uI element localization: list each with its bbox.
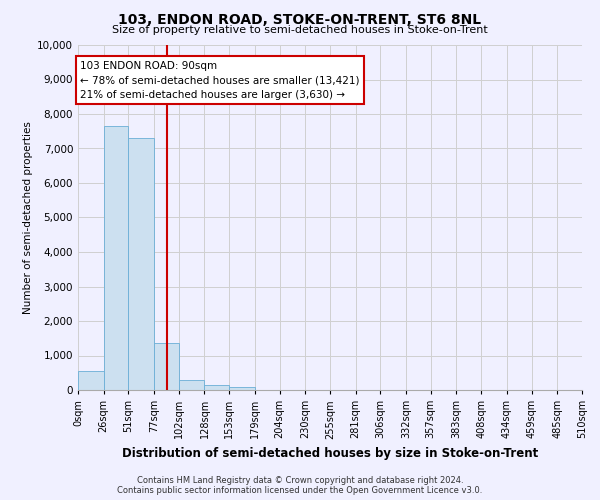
Bar	[154, 344, 179, 390]
Bar	[128, 138, 154, 390]
Bar	[229, 387, 255, 390]
X-axis label: Distribution of semi-detached houses by size in Stoke-on-Trent: Distribution of semi-detached houses by …	[122, 447, 538, 460]
Text: 103, ENDON ROAD, STOKE-ON-TRENT, ST6 8NL: 103, ENDON ROAD, STOKE-ON-TRENT, ST6 8NL	[118, 12, 482, 26]
Bar	[179, 380, 205, 390]
Bar	[104, 126, 128, 390]
Bar	[205, 385, 229, 390]
Text: Size of property relative to semi-detached houses in Stoke-on-Trent: Size of property relative to semi-detach…	[112, 25, 488, 35]
Y-axis label: Number of semi-detached properties: Number of semi-detached properties	[23, 121, 33, 314]
Text: Contains HM Land Registry data © Crown copyright and database right 2024.
Contai: Contains HM Land Registry data © Crown c…	[118, 476, 482, 495]
Bar	[78, 371, 104, 390]
Text: 103 ENDON ROAD: 90sqm
← 78% of semi-detached houses are smaller (13,421)
21% of : 103 ENDON ROAD: 90sqm ← 78% of semi-deta…	[80, 60, 359, 100]
